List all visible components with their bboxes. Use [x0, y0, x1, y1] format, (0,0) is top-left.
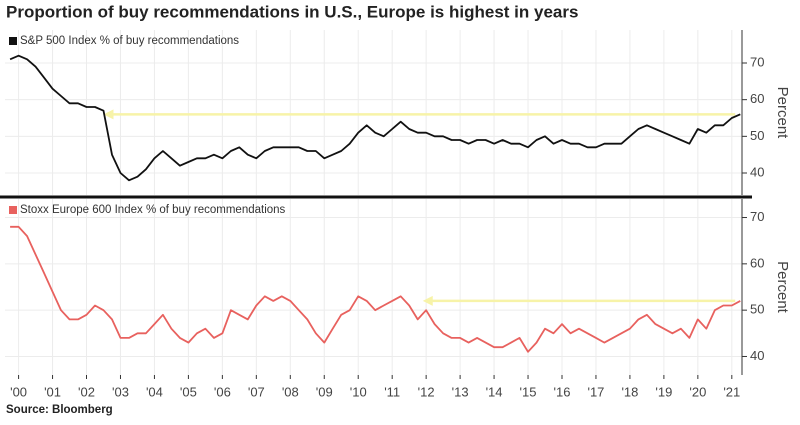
arrow-head: [103, 109, 114, 120]
legend-label: Stoxx Europe 600 Index % of buy recommen…: [20, 204, 286, 216]
y-tick-label: 70: [750, 54, 764, 69]
x-tick-label: '12: [418, 384, 435, 399]
y-tick-label: 60: [750, 255, 764, 270]
legend-swatch: [9, 206, 17, 214]
arrow-head: [422, 295, 433, 306]
x-tick-label: '11: [384, 384, 400, 399]
x-tick-label: '01: [44, 384, 61, 399]
x-tick-label: '15: [520, 384, 537, 399]
x-tick-label: '08: [282, 384, 299, 399]
x-tick-label: '03: [112, 384, 129, 399]
y-tick-label: 50: [750, 128, 764, 143]
line-series: [9, 54, 741, 182]
y-tick-label: 60: [750, 91, 764, 106]
x-tick-label: '21: [723, 384, 740, 399]
panel: 40 50 60 70 Percent Stoxx Europe 600 Index % …: [5, 199, 791, 399]
chart-title: Proportion of buy recommendations in U.S…: [6, 2, 578, 21]
x-tick-label: '06: [214, 384, 231, 399]
x-tick-label: '09: [316, 384, 333, 399]
y-tick-label: 40: [750, 348, 764, 363]
x-tick-label: '16: [554, 384, 571, 399]
y-axis-label: Percent: [774, 87, 791, 140]
x-tick-label: '07: [248, 384, 265, 399]
x-tick-label: '19: [655, 384, 672, 399]
source: Source: Bloomberg: [6, 404, 113, 416]
legend-swatch: [9, 37, 17, 45]
x-tick-label: '04: [146, 384, 163, 399]
x-tick-label: '02: [78, 384, 95, 399]
x-tick-label: '17: [587, 384, 604, 399]
y-tick-label: 40: [750, 164, 764, 179]
x-tick-label: '18: [621, 384, 638, 399]
legend-label: S&P 500 Index % of buy recommendations: [20, 35, 239, 47]
y-tick-label: 50: [750, 302, 764, 317]
x-tick-label: '00: [10, 384, 27, 399]
x-tick-label: '10: [350, 384, 367, 399]
y-axis-label: Percent: [774, 261, 791, 314]
panel: 40 50 60 70 Percent S&P 500 Index % of buy re…: [5, 30, 791, 195]
x-tick-label: '13: [452, 384, 469, 399]
line-series: [10, 225, 741, 353]
x-tick-label: '05: [180, 384, 197, 399]
y-tick-label: 70: [750, 209, 764, 224]
x-tick-label: '20: [689, 384, 706, 399]
x-tick-label: '14: [486, 384, 503, 399]
